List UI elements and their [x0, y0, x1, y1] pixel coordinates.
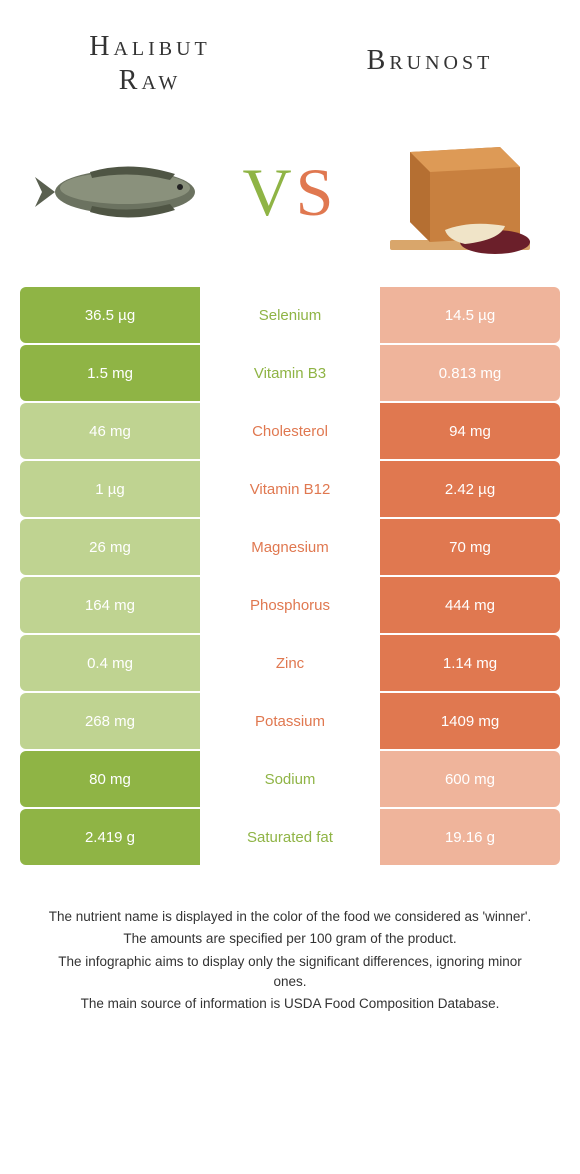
left-value: 1 µg — [20, 461, 200, 517]
footer-notes: The nutrient name is displayed in the co… — [0, 867, 580, 1014]
left-value: 1.5 mg — [20, 345, 200, 401]
table-row: 36.5 µgSelenium14.5 µg — [20, 287, 560, 343]
left-value: 46 mg — [20, 403, 200, 459]
vs-v: V — [243, 154, 296, 230]
vs-label: VS — [243, 153, 338, 232]
nutrient-label: Zinc — [200, 635, 380, 691]
nutrient-label: Phosphorus — [200, 577, 380, 633]
right-value: 1.14 mg — [380, 635, 560, 691]
footer-line1: The nutrient name is displayed in the co… — [40, 907, 540, 927]
nutrient-label: Vitamin B3 — [200, 345, 380, 401]
nutrient-label: Selenium — [200, 287, 380, 343]
nutrient-label: Vitamin B12 — [200, 461, 380, 517]
vs-s: S — [296, 154, 338, 230]
nutrient-label: Cholesterol — [200, 403, 380, 459]
left-food-title: Halibut Raw — [30, 30, 270, 97]
left-value: 80 mg — [20, 751, 200, 807]
right-value: 600 mg — [380, 751, 560, 807]
table-row: 1 µgVitamin B122.42 µg — [20, 461, 560, 517]
table-row: 1.5 mgVitamin B30.813 mg — [20, 345, 560, 401]
right-value: 94 mg — [380, 403, 560, 459]
table-row: 46 mgCholesterol94 mg — [20, 403, 560, 459]
images-row: VS — [0, 107, 580, 287]
table-row: 26 mgMagnesium70 mg — [20, 519, 560, 575]
right-value: 14.5 µg — [380, 287, 560, 343]
right-title: Brunost — [367, 45, 494, 76]
left-title-line1: Halibut — [89, 31, 211, 62]
left-value: 0.4 mg — [20, 635, 200, 691]
nutrient-label: Magnesium — [200, 519, 380, 575]
nutrient-label: Potassium — [200, 693, 380, 749]
header: Halibut Raw Brunost — [0, 0, 580, 107]
right-value: 2.42 µg — [380, 461, 560, 517]
brunost-image — [370, 127, 550, 257]
table-row: 164 mgPhosphorus444 mg — [20, 577, 560, 633]
table-row: 268 mgPotassium1409 mg — [20, 693, 560, 749]
right-value: 1409 mg — [380, 693, 560, 749]
nutrient-label: Sodium — [200, 751, 380, 807]
left-value: 164 mg — [20, 577, 200, 633]
nutrient-label: Saturated fat — [200, 809, 380, 865]
footer-line3: The infographic aims to display only the… — [40, 952, 540, 993]
halibut-image — [30, 127, 210, 257]
footer-line4: The main source of information is USDA F… — [40, 994, 540, 1014]
right-value: 19.16 g — [380, 809, 560, 865]
table-row: 2.419 gSaturated fat19.16 g — [20, 809, 560, 865]
left-value: 26 mg — [20, 519, 200, 575]
nutrient-table: 36.5 µgSelenium14.5 µg1.5 mgVitamin B30.… — [0, 287, 580, 865]
left-value: 36.5 µg — [20, 287, 200, 343]
left-value: 268 mg — [20, 693, 200, 749]
right-value: 0.813 mg — [380, 345, 560, 401]
table-row: 80 mgSodium600 mg — [20, 751, 560, 807]
left-title-line2: Raw — [119, 65, 181, 96]
footer-line2: The amounts are specified per 100 gram o… — [40, 929, 540, 949]
left-value: 2.419 g — [20, 809, 200, 865]
table-row: 0.4 mgZinc1.14 mg — [20, 635, 560, 691]
right-value: 70 mg — [380, 519, 560, 575]
right-food-title: Brunost — [310, 30, 550, 78]
right-value: 444 mg — [380, 577, 560, 633]
